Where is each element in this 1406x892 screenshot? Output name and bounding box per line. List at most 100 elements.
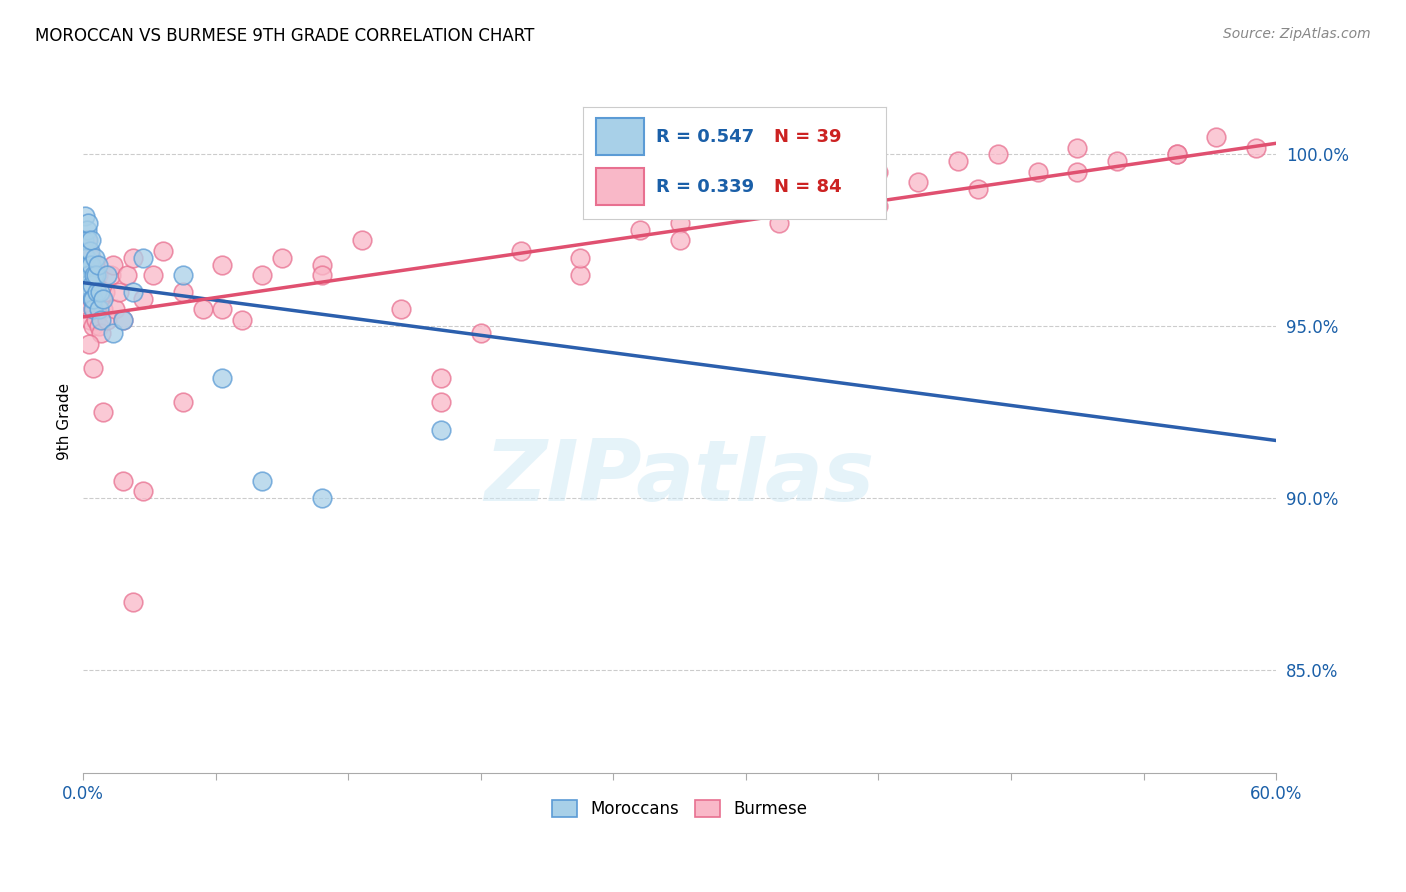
Point: [77, 268, 100, 282]
Point: [82, 278, 104, 293]
Point: [122, 251, 145, 265]
Point: [668, 216, 690, 230]
Point: [250, 268, 273, 282]
Point: [1066, 140, 1088, 154]
Point: [79, 244, 101, 258]
Point: [79, 312, 101, 326]
Point: [768, 216, 790, 230]
Point: [91, 292, 114, 306]
Point: [76, 278, 98, 293]
Point: [967, 182, 990, 196]
Point: [79, 258, 101, 272]
Point: [76, 234, 98, 248]
Point: [132, 251, 155, 265]
Point: [172, 395, 194, 409]
Point: [350, 234, 373, 248]
Point: [89, 319, 111, 334]
Point: [211, 302, 233, 317]
Point: [96, 268, 118, 282]
Bar: [596, 169, 644, 205]
Point: [211, 371, 233, 385]
Point: [80, 285, 103, 299]
Point: [132, 484, 155, 499]
Text: R = 0.547: R = 0.547: [657, 128, 754, 145]
Point: [868, 164, 890, 178]
Point: [73, 234, 96, 248]
Text: R = 0.339: R = 0.339: [657, 178, 754, 195]
Point: [75, 292, 97, 306]
Point: [76, 234, 98, 248]
Point: [76, 223, 98, 237]
Point: [96, 312, 118, 326]
Point: [389, 302, 412, 317]
Point: [82, 278, 104, 293]
Point: [86, 285, 108, 299]
Point: [82, 268, 104, 282]
Point: [76, 302, 98, 317]
Point: [80, 292, 103, 306]
Point: [569, 251, 592, 265]
Point: [828, 182, 851, 196]
Point: [100, 268, 122, 282]
Point: [79, 285, 101, 299]
Point: [77, 244, 100, 258]
Point: [271, 251, 294, 265]
Point: [80, 234, 103, 248]
Point: [112, 312, 135, 326]
Point: [115, 268, 138, 282]
Point: [987, 147, 1010, 161]
Point: [172, 268, 194, 282]
Point: [87, 268, 110, 282]
Text: ZIPatlas: ZIPatlas: [485, 436, 875, 519]
Point: [868, 199, 890, 213]
Point: [250, 474, 273, 488]
Y-axis label: 9th Grade: 9th Grade: [58, 383, 72, 459]
Point: [112, 474, 135, 488]
Point: [77, 258, 100, 272]
Point: [89, 302, 111, 317]
Point: [311, 491, 333, 506]
Point: [83, 268, 105, 282]
Point: [83, 302, 105, 317]
Point: [112, 312, 135, 326]
Point: [82, 319, 104, 334]
Point: [122, 594, 145, 608]
Point: [77, 285, 100, 299]
Point: [87, 258, 110, 272]
Point: [311, 258, 333, 272]
Point: [946, 154, 969, 169]
Point: [89, 285, 111, 299]
Point: [84, 251, 107, 265]
Point: [75, 268, 97, 282]
Point: [768, 199, 790, 213]
Point: [191, 302, 214, 317]
Point: [152, 244, 174, 258]
Point: [1105, 154, 1128, 169]
Point: [82, 292, 104, 306]
Text: N = 84: N = 84: [773, 178, 842, 195]
Point: [80, 251, 103, 265]
Point: [104, 302, 127, 317]
Point: [1205, 130, 1227, 145]
Point: [907, 175, 929, 189]
Point: [77, 216, 100, 230]
Point: [80, 292, 103, 306]
Point: [73, 258, 96, 272]
Point: [82, 360, 104, 375]
Point: [82, 302, 104, 317]
Point: [86, 285, 108, 299]
Point: [101, 326, 124, 341]
Point: [569, 268, 592, 282]
Point: [101, 258, 124, 272]
Point: [76, 278, 98, 293]
Point: [668, 234, 690, 248]
Point: [89, 292, 111, 306]
Point: [73, 258, 96, 272]
Point: [668, 154, 690, 169]
Point: [311, 268, 333, 282]
Point: [211, 258, 233, 272]
Point: [108, 285, 131, 299]
Point: [84, 268, 107, 282]
Point: [77, 302, 100, 317]
Legend: Moroccans, Burmese: Moroccans, Burmese: [546, 794, 814, 825]
